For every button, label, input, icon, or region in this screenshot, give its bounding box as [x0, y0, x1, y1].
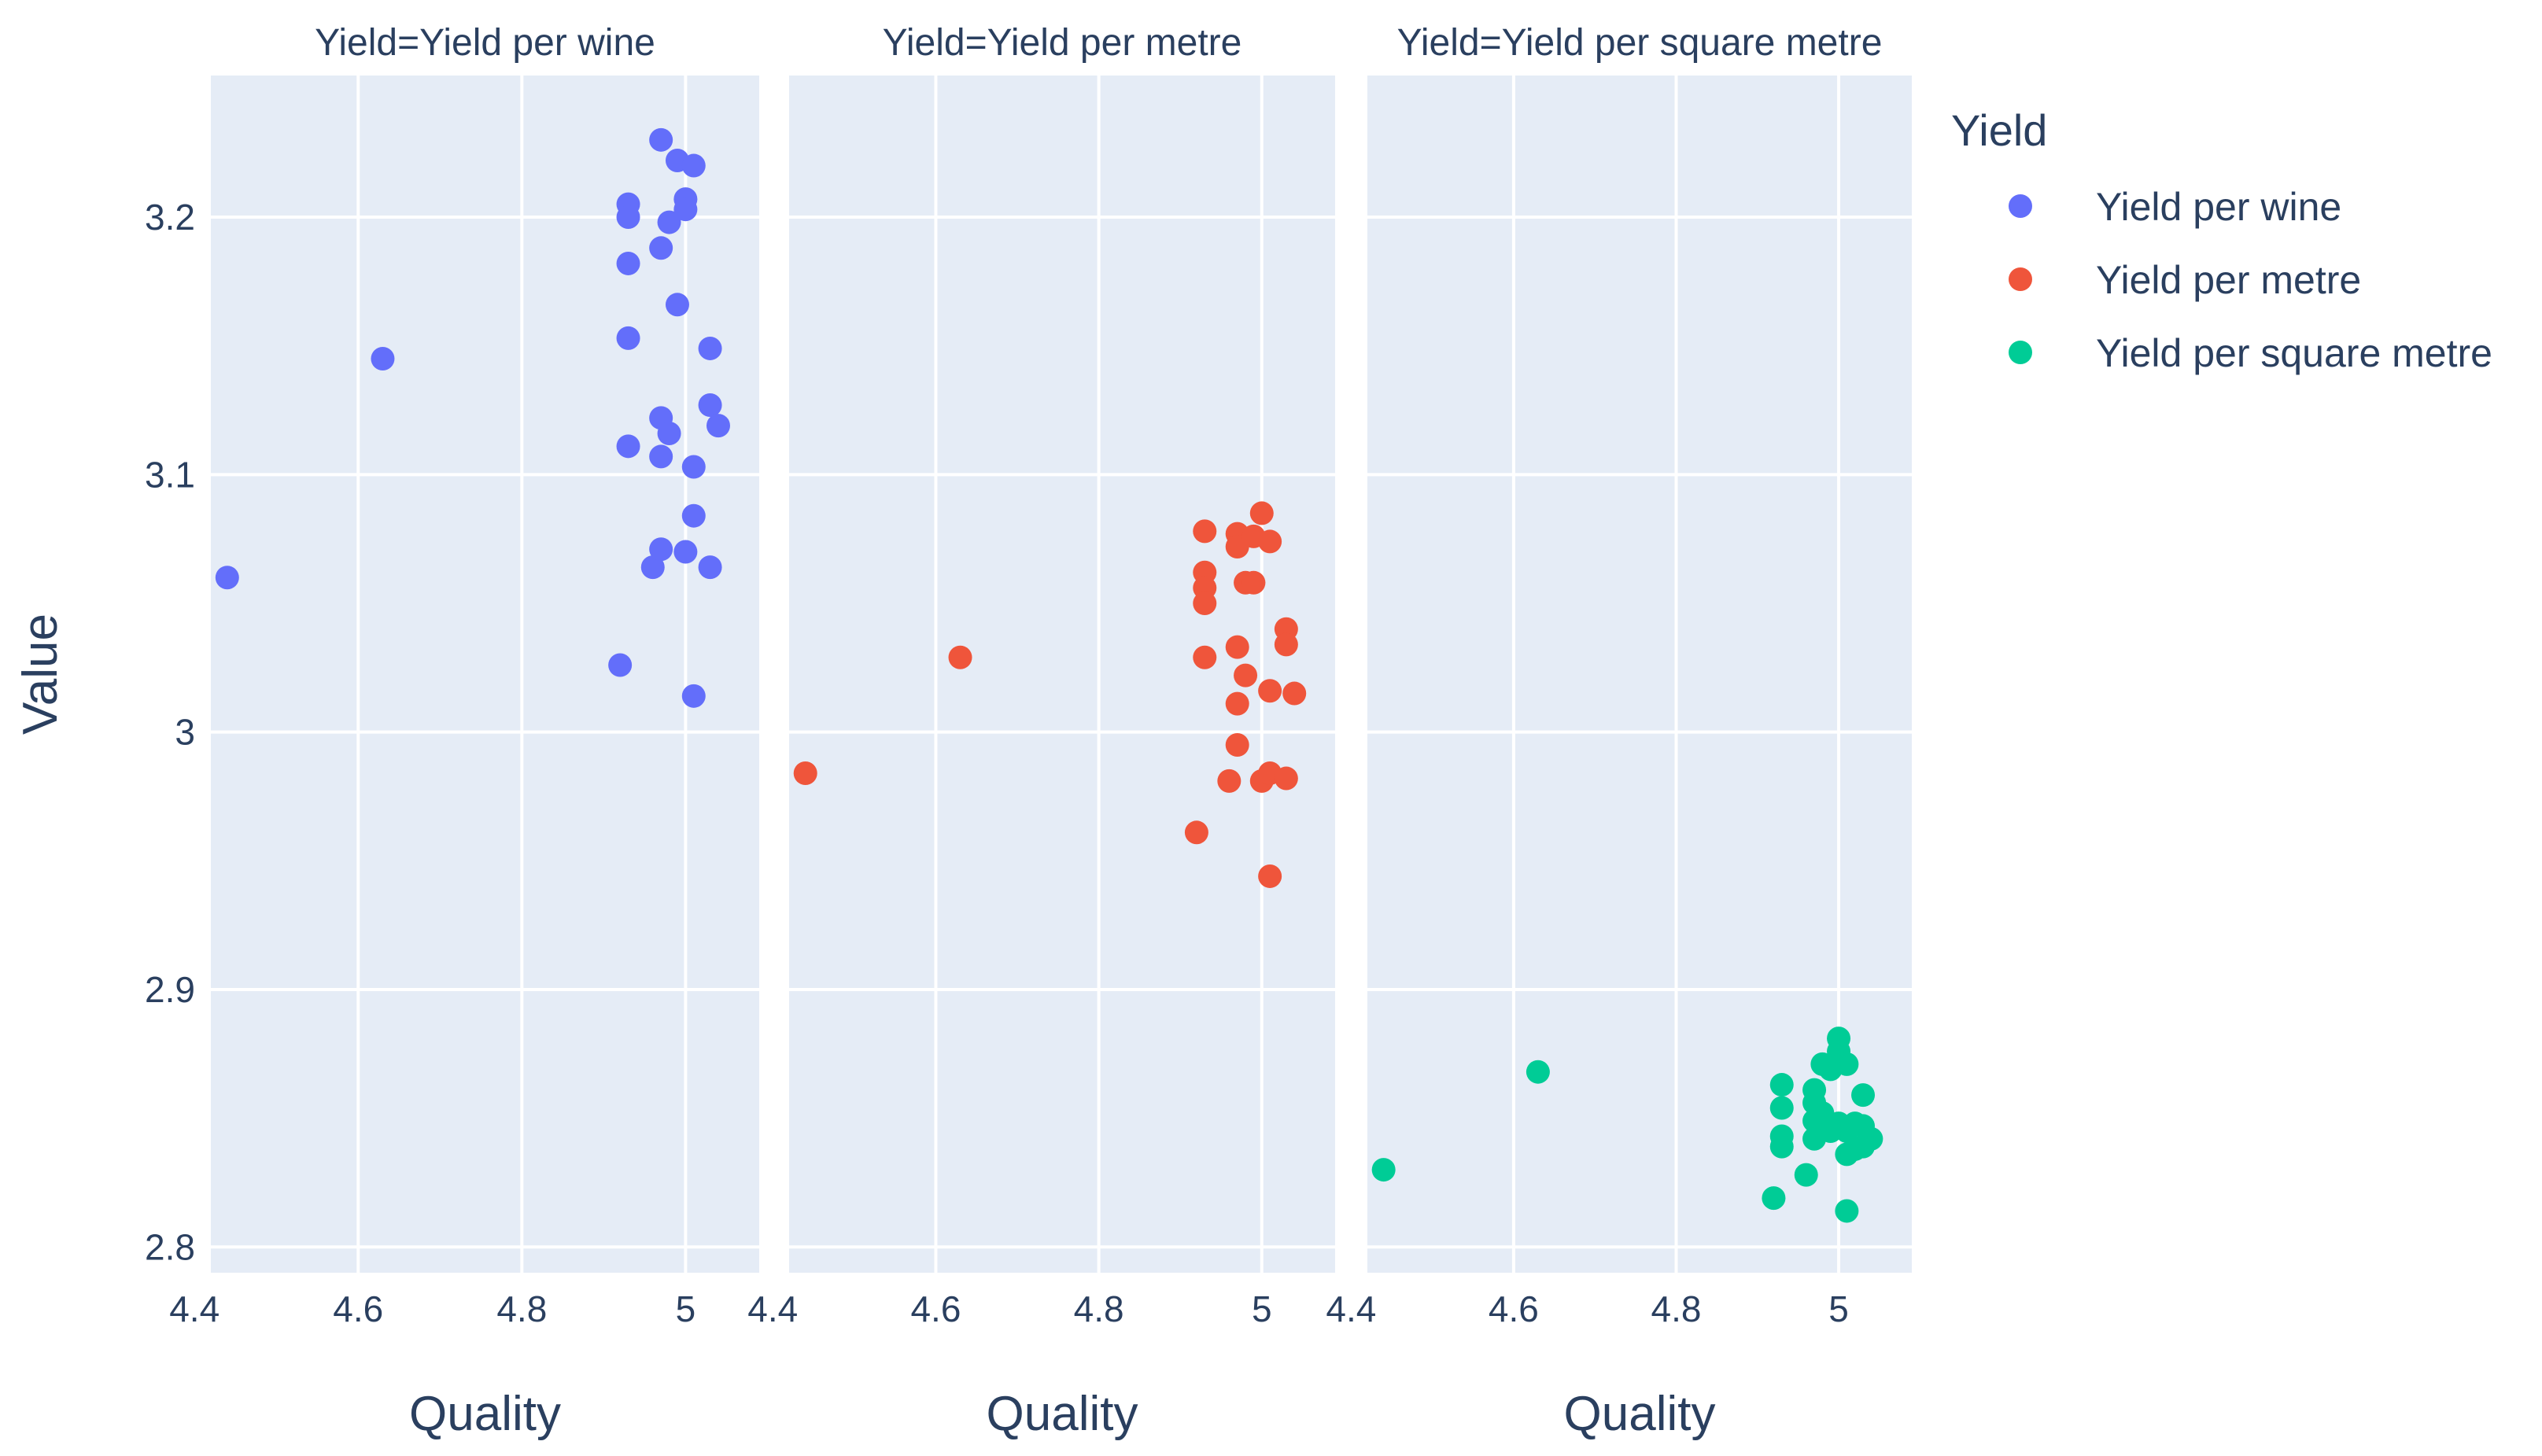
- legend-title: Yield: [1951, 105, 2047, 155]
- data-point: [1769, 1073, 1794, 1097]
- data-point: [1193, 591, 1217, 615]
- x-tick-label: 4.6: [910, 1288, 961, 1329]
- data-point: [1193, 645, 1217, 669]
- data-point: [681, 455, 706, 479]
- data-point: [1225, 635, 1249, 659]
- data-point: [681, 153, 706, 178]
- legend: Yield Yield per wine Yield per metre Yield …: [1951, 105, 2492, 375]
- data-point: [1234, 663, 1258, 687]
- x-axis-title: Quality: [409, 1387, 561, 1441]
- data-point: [616, 434, 640, 459]
- facet-panel-2: Yield=Yield per metre 4.4 4.6 4.8 5 Quality: [747, 22, 1335, 1441]
- legend-marker: [2009, 194, 2032, 218]
- facet-panel-3: Yield=Yield per square metre 4.4 4.6 4.8 5 Qu…: [1326, 22, 1912, 1441]
- x-tick-label: 5: [676, 1288, 696, 1329]
- y-tick-label: 2.8: [145, 1226, 195, 1267]
- x-tick-label: 4.8: [496, 1288, 547, 1329]
- data-point: [1794, 1163, 1818, 1187]
- data-point: [215, 566, 239, 590]
- legend-marker: [2009, 341, 2032, 364]
- data-point: [1258, 679, 1282, 703]
- y-tick-label: 3.2: [145, 197, 195, 238]
- x-tick-label: 4.8: [1651, 1288, 1702, 1329]
- x-tick-label: 4.4: [1326, 1288, 1376, 1329]
- y-tick-label: 3: [175, 712, 195, 753]
- data-point: [616, 251, 640, 275]
- data-point: [657, 210, 681, 234]
- data-point: [1193, 519, 1217, 544]
- x-tick-label: 5: [1252, 1288, 1272, 1329]
- data-point: [1526, 1060, 1550, 1084]
- facet-title: Yield=Yield per metre: [883, 22, 1242, 64]
- data-point: [698, 336, 722, 360]
- x-tick-label: 4.4: [169, 1288, 220, 1329]
- data-point: [1258, 864, 1282, 888]
- data-point: [665, 293, 689, 317]
- data-point: [1258, 529, 1282, 554]
- x-tick-label: 4.4: [747, 1288, 798, 1329]
- data-point: [1184, 820, 1208, 845]
- facet-plot-area: [1367, 76, 1912, 1273]
- x-tick-label: 4.6: [333, 1288, 383, 1329]
- data-point: [649, 127, 673, 152]
- data-point: [608, 653, 633, 677]
- y-tick-label: 2.9: [145, 969, 195, 1010]
- y-tick-label: 3.1: [145, 454, 195, 495]
- data-point: [1769, 1096, 1794, 1120]
- data-point: [1282, 681, 1307, 706]
- data-point: [1274, 766, 1298, 791]
- data-point: [706, 414, 730, 438]
- x-axis-title: Quality: [1564, 1387, 1716, 1441]
- x-tick-label: 5: [1828, 1288, 1849, 1329]
- data-point: [649, 537, 673, 562]
- facet-panel-1: Yield=Yield per wine 4.4 4.6 4.8 5 Quality: [169, 22, 759, 1441]
- data-point: [948, 645, 972, 669]
- data-point: [1835, 1199, 1859, 1223]
- data-point: [1851, 1083, 1876, 1108]
- data-point: [681, 684, 706, 708]
- facet-title: Yield=Yield per wine: [315, 22, 655, 64]
- facet-plot-area: [211, 76, 759, 1273]
- data-point: [698, 555, 722, 580]
- y-axis-title: Value: [13, 614, 68, 735]
- x-tick-label: 4.8: [1074, 1288, 1124, 1329]
- data-point: [649, 236, 673, 260]
- data-point: [673, 540, 698, 564]
- data-point: [1217, 769, 1241, 793]
- data-point: [681, 503, 706, 528]
- data-point: [1762, 1186, 1786, 1211]
- legend-marker: [2009, 267, 2032, 291]
- data-point: [698, 393, 722, 417]
- data-point: [616, 205, 640, 230]
- x-tick-label: 4.6: [1489, 1288, 1539, 1329]
- facet-title: Yield=Yield per square metre: [1397, 22, 1883, 64]
- legend-label: Yield per wine: [2096, 185, 2341, 229]
- data-point: [1769, 1134, 1794, 1159]
- data-point: [1859, 1126, 1883, 1151]
- data-point: [616, 326, 640, 350]
- data-point: [649, 444, 673, 469]
- data-point: [657, 421, 681, 445]
- data-point: [1249, 501, 1274, 525]
- legend-label: Yield per square metre: [2096, 331, 2492, 375]
- data-point: [793, 761, 817, 786]
- data-point: [1241, 570, 1266, 595]
- data-point: [1225, 691, 1249, 716]
- data-point: [1835, 1052, 1859, 1076]
- data-point: [1371, 1158, 1396, 1182]
- data-point: [1274, 632, 1298, 657]
- data-point: [1225, 733, 1249, 757]
- data-point: [673, 197, 698, 222]
- data-point: [371, 347, 395, 371]
- data-point: [640, 555, 665, 580]
- legend-label: Yield per metre: [2096, 258, 2361, 302]
- x-axis-title: Quality: [987, 1387, 1138, 1441]
